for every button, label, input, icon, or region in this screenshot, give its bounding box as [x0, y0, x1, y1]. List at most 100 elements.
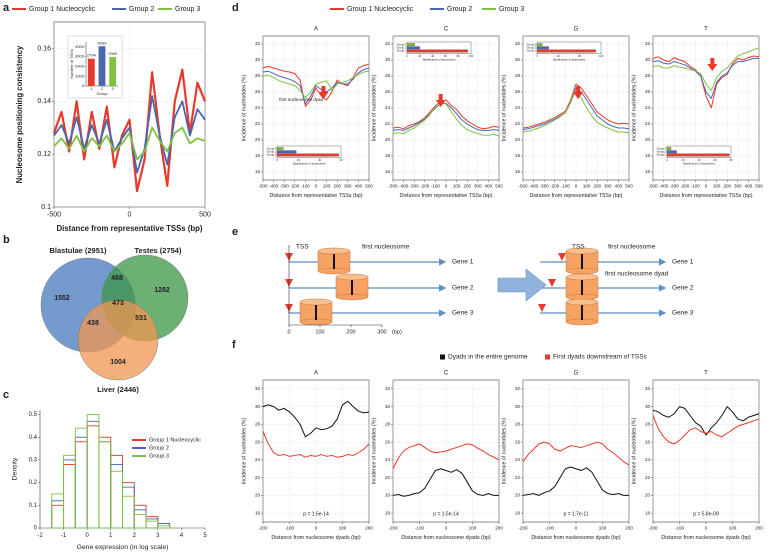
series-line: [522, 89, 630, 134]
y-tick-label: 20: [645, 493, 651, 498]
y-tick-label: 30: [645, 57, 651, 62]
series-line: [262, 67, 370, 105]
x-tick-label: 300: [604, 183, 612, 188]
x-axis-label: Distance from nucleosome dyads (bp): [401, 535, 490, 541]
inset-category: Group 1: [267, 153, 277, 157]
scale-tick-label: 100: [315, 329, 324, 335]
y-tick-label: 1000: [75, 73, 85, 78]
inset-tick-label: 60: [340, 158, 343, 162]
inset-category: Group 2: [527, 45, 537, 49]
x-tick-label: -500: [388, 183, 398, 188]
inset-category: Group 1: [527, 49, 537, 53]
series-line: [392, 101, 500, 137]
x-tick-label: -500: [518, 183, 528, 188]
y-axis-label: Incidence of nucleotides (%): [372, 417, 378, 484]
y-tick-label: 20: [385, 137, 391, 142]
bar: [109, 57, 117, 86]
x-tick-label: 500: [755, 183, 763, 188]
y-axis-label: Incidence of nucleotides (%): [632, 417, 638, 484]
y-tick-label: 26: [255, 89, 261, 94]
nucleosome-label: first nucleosome: [608, 244, 656, 251]
panel-label: c: [3, 389, 9, 401]
x-tick-label: -2: [37, 533, 43, 539]
inset-tick-label: 80: [457, 54, 460, 58]
inset-bar: [666, 150, 677, 154]
gene-label: Gene 1: [452, 259, 474, 266]
y-tick-label: 28: [255, 73, 261, 78]
y-tick-label: 30: [255, 404, 261, 409]
legend-label: Group 2: [129, 6, 154, 13]
x-tick-label: 100: [453, 183, 461, 188]
y-axis-label: Density: [12, 457, 19, 480]
chart-title: C: [444, 27, 449, 33]
series-line: [652, 47, 760, 91]
inset-tick-label: 0: [406, 54, 408, 58]
y-tick-label: 28: [645, 422, 651, 427]
x-axis-label: Distance from representative TSSs (bp): [400, 193, 493, 199]
y-tick-label: 0.3: [29, 458, 38, 464]
y-tick-label: 30: [515, 404, 521, 409]
transition-arrow: [497, 268, 547, 302]
legend-label: Group 3: [175, 6, 200, 13]
series-line: [53, 95, 206, 174]
x-tick-label: -500: [258, 183, 268, 188]
venn-count: 1282: [154, 287, 170, 294]
inset-tick-label: 20: [418, 54, 421, 58]
y-tick-label: 32: [645, 386, 651, 391]
y-axis-label: Incidence of nucleotides (%): [502, 74, 508, 141]
gene-label: Gene 3: [452, 310, 474, 317]
scale-tick-label: 300: [377, 329, 386, 335]
y-tick-label: 4000: [75, 44, 85, 49]
venn-count: 1004: [110, 359, 126, 366]
tss-label: TSS: [296, 244, 309, 251]
inset-category: Group 3: [267, 146, 277, 150]
inset-label: Significance of asymmetry: [423, 57, 456, 61]
y-tick-label: 26: [515, 89, 521, 94]
y-tick-label: 26: [645, 89, 651, 94]
x-axis-label: Distance from representative TSSs (bp): [530, 193, 623, 199]
inset-tick-label: 60: [714, 158, 717, 162]
y-tick-label: 18: [385, 510, 391, 515]
series-line: [652, 406, 760, 436]
tss-marker: [558, 253, 566, 261]
inset-tick-label: 0: [536, 54, 538, 58]
series-line: [652, 57, 759, 99]
inset-category: Group 2: [657, 149, 667, 153]
x-tick-label: 0: [85, 533, 89, 539]
inset-bar: [276, 150, 297, 154]
x-tick-label: -200: [420, 183, 430, 188]
y-tick-label: 16: [645, 169, 651, 174]
x-axis-label: Distance from representative TSSs (bp): [56, 224, 202, 233]
x-tick-label: 100: [339, 525, 347, 530]
scale-unit: (bp): [392, 329, 402, 335]
x-tick-label: 1: [90, 86, 93, 91]
y-tick-label: 32: [515, 386, 521, 391]
y-tick-label: 16: [385, 169, 391, 174]
x-tick-label: -300: [670, 183, 680, 188]
highlight-arrow: [707, 58, 718, 71]
y-tick-label: 26: [385, 89, 391, 94]
inset-category: Group 3: [657, 146, 667, 150]
highlight-arrow: [318, 86, 329, 99]
y-tick-label: 0: [34, 526, 38, 532]
inset-tick-label: 20: [297, 158, 300, 162]
inset-bar: [666, 153, 730, 157]
x-tick-label: 100: [323, 183, 331, 188]
y-tick-label: 22: [385, 475, 391, 480]
x-tick-label: -500: [648, 183, 658, 188]
x-tick-label: 200: [723, 183, 731, 188]
y-tick-label: 22: [385, 121, 391, 126]
series-line: [392, 443, 500, 469]
nucleosome-top: [299, 298, 333, 306]
inset-bar: [276, 153, 339, 157]
y-tick-label: 18: [515, 153, 521, 158]
x-tick-label: -400: [529, 183, 539, 188]
x-tick-label: 300: [734, 183, 742, 188]
gene-label: Gene 2: [672, 285, 694, 292]
x-tick-label: 3: [112, 86, 115, 91]
x-tick-label: 0: [315, 183, 318, 188]
y-tick-label: 22: [515, 121, 521, 126]
x-tick-label: 2: [101, 86, 104, 91]
venn-set-label: Testes (2754): [135, 246, 182, 255]
x-tick-label: 500: [625, 183, 633, 188]
